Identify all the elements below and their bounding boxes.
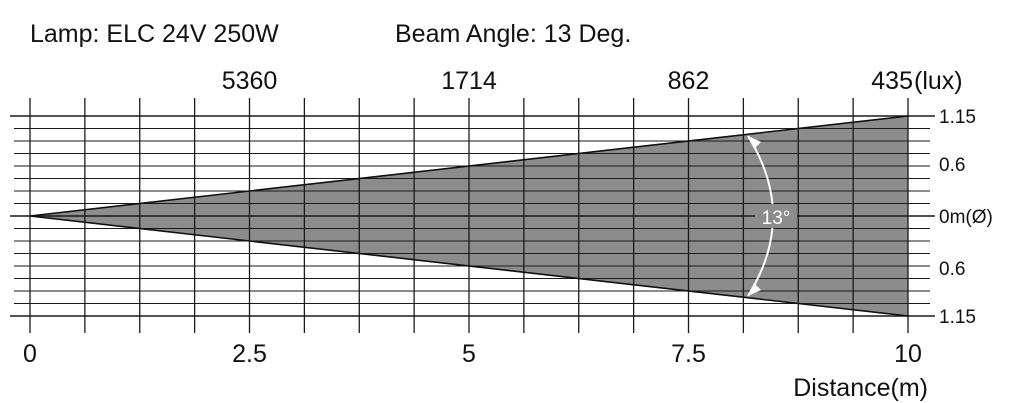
distance-tick-label: 7.5 <box>671 340 706 368</box>
lamp-title: Lamp: ELC 24V 250W <box>30 20 279 48</box>
diameter-tick-label: 0m(Ø) <box>939 207 993 228</box>
distance-tick-label: 0 <box>23 340 37 368</box>
angle-arrowhead-top <box>748 136 761 149</box>
distance-axis-label: Distance(m) <box>793 374 928 402</box>
lux-value-label: 1714 <box>441 67 497 95</box>
beam-angle-title: Beam Angle: 13 Deg. <box>395 20 631 48</box>
diameter-tick-label: 1.15 <box>939 307 976 328</box>
distance-tick-label: 2.5 <box>232 340 267 368</box>
beam-edge-lower <box>29 215 909 317</box>
lux-unit-label: (lux) <box>914 67 963 95</box>
lux-value-label: 862 <box>668 67 710 95</box>
angle-label: 13° <box>762 208 791 229</box>
plot-area: 0 2.5 5 7.5 10 Distance(m) 5360 1714 862 435 (lux)… <box>10 67 993 402</box>
distance-tick-label: 10 <box>894 340 922 368</box>
diameter-tick-label: 0.6 <box>939 155 965 176</box>
angle-label-bg <box>755 204 797 228</box>
lux-value-label: 435 <box>871 67 913 95</box>
angle-arrowhead-bottom <box>748 283 761 296</box>
distance-tick-label: 5 <box>462 340 476 368</box>
diameter-tick-label: 0.6 <box>939 259 965 280</box>
beam-edge-upper <box>29 115 909 217</box>
diameter-tick-label: 1.15 <box>939 107 976 128</box>
lux-value-label: 5360 <box>222 67 278 95</box>
